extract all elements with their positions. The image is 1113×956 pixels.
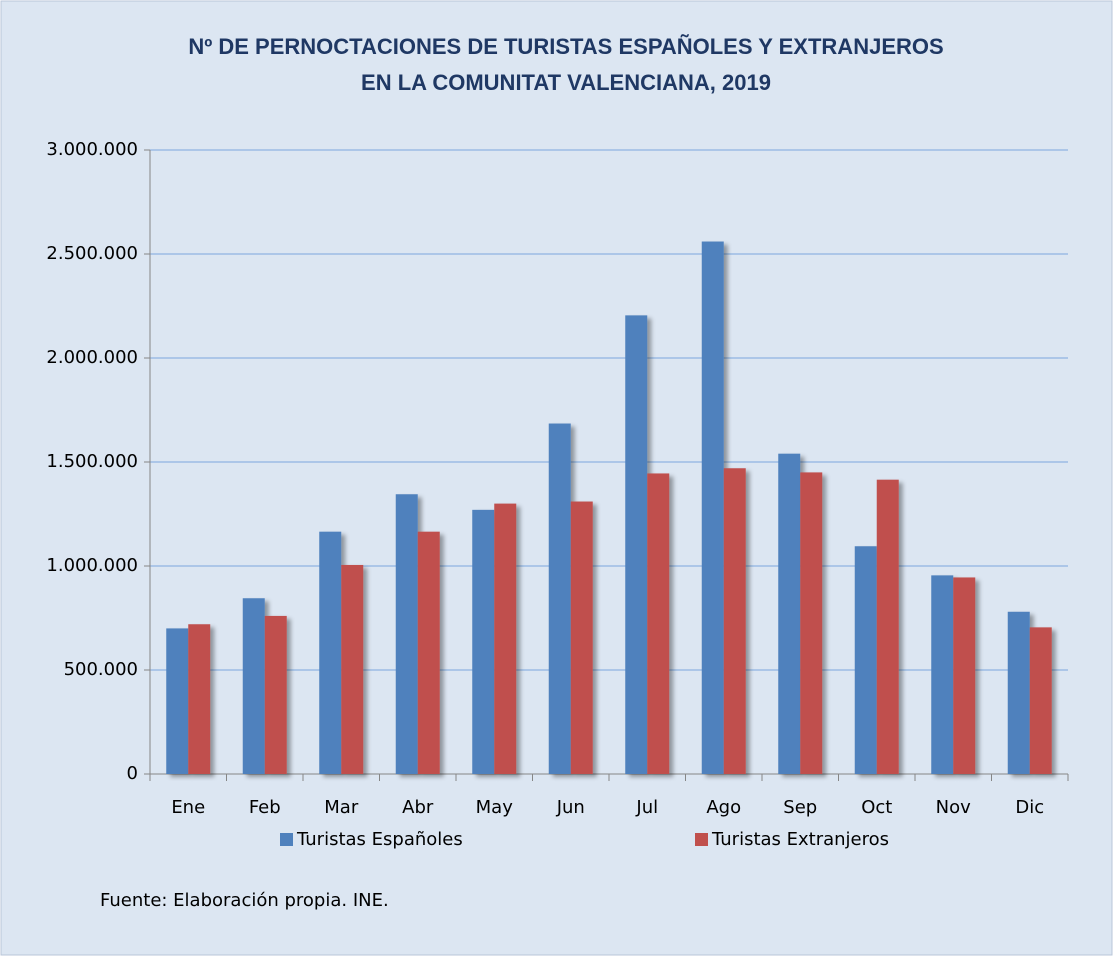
y-tick-label: 2.000.000 [46,347,138,368]
bar [319,531,342,774]
bar [188,624,211,774]
x-tick-label: Jun [556,797,585,818]
bar [1007,611,1030,774]
bar [931,575,954,774]
legend-label: Turistas Extranjeros [711,829,889,850]
x-tick-label: Dic [1015,797,1044,818]
x-tick-label: Nov [936,797,971,818]
bar [625,315,648,774]
bar [264,615,287,774]
chart-title: EN LA COMUNITAT VALENCIANA, 2019 [361,70,771,95]
bar [854,546,877,774]
bar [548,423,571,774]
bar [953,577,976,774]
bar [472,509,495,774]
y-tick-label: 1.500.000 [46,451,138,472]
x-tick-label: Mar [324,797,359,818]
bar [800,472,823,774]
x-tick-label: Ago [706,797,741,818]
bar [166,628,189,774]
x-tick-label: May [476,797,514,818]
bar [778,453,801,774]
bar [494,503,517,774]
bar [701,241,724,774]
bar [876,479,899,774]
bar [341,564,364,774]
chart-title: Nº DE PERNOCTACIONES DE TURISTAS ESPAÑOL… [188,34,943,59]
bar [395,494,418,774]
bar [723,468,746,774]
x-tick-label: Feb [249,797,281,818]
x-tick-label: Sep [783,797,817,818]
source-note: Fuente: Elaboración propia. INE. [100,890,389,911]
legend-label: Turistas Españoles [296,829,463,850]
y-tick-label: 2.500.000 [46,243,138,264]
bar [1029,627,1052,774]
x-tick-label: Jul [635,797,658,818]
x-tick-label: Abr [402,797,434,818]
legend-swatch [280,833,293,846]
y-tick-label: 500.000 [64,659,138,680]
x-tick-label: Oct [861,797,892,818]
legend-swatch [695,833,708,846]
bar [242,598,265,774]
y-tick-label: 0 [127,763,138,784]
bar [647,473,670,774]
y-tick-label: 1.000.000 [46,555,138,576]
bar [570,501,593,774]
y-tick-label: 3.000.000 [46,139,138,160]
bar [417,531,440,774]
x-tick-label: Ene [171,797,205,818]
